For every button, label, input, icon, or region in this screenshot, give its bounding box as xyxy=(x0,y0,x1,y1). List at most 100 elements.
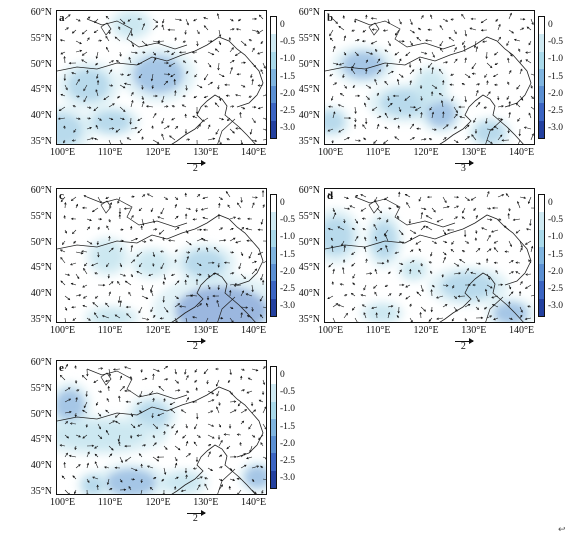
wind-arrow-head xyxy=(161,133,164,137)
wind-arrow xyxy=(361,207,367,212)
wind-arrow-head xyxy=(132,195,135,198)
wind-arrow-head xyxy=(455,113,458,117)
wind-arrow xyxy=(262,62,266,69)
wind-arrow-head xyxy=(124,459,128,462)
wind-arrow xyxy=(150,290,154,297)
wind-arrow-head xyxy=(530,86,533,89)
wind-arrow xyxy=(185,273,189,278)
wind-arrow-head xyxy=(161,479,164,482)
wind-arrow-head xyxy=(212,137,216,141)
wind-arrow xyxy=(439,40,444,47)
wind-arrow xyxy=(464,136,470,141)
wind-arrow-head xyxy=(203,16,206,20)
wind-arrow xyxy=(174,196,178,200)
wind-arrow xyxy=(409,29,415,34)
colorbar-segment xyxy=(539,264,544,282)
wind-arrow-head xyxy=(385,244,388,248)
wind-arrow xyxy=(486,62,493,68)
wind-arrow xyxy=(240,106,245,110)
wind-arrow-head xyxy=(418,269,421,273)
wind-arrow-head xyxy=(184,279,187,283)
wind-arrow xyxy=(73,128,77,133)
wind-arrow-head xyxy=(204,105,207,108)
wind-arrow-head xyxy=(444,240,448,244)
wind-arrow xyxy=(419,58,422,64)
wind-arrow-head xyxy=(233,284,237,287)
wind-arrow-head xyxy=(79,41,82,45)
wind-arrow xyxy=(251,261,257,264)
wind-arrow-head xyxy=(188,207,191,211)
wind-arrow-head xyxy=(476,89,479,93)
wind-arrow xyxy=(204,483,209,491)
wind-arrow xyxy=(425,226,433,231)
wind-arrow-head xyxy=(211,52,215,56)
wind-arrow-head xyxy=(197,194,201,197)
wind-arrow xyxy=(229,216,236,220)
wind-arrow-head xyxy=(253,409,257,412)
wind-arrow xyxy=(354,106,357,114)
wind-arrow-head xyxy=(185,70,189,74)
wind-arrow xyxy=(116,60,121,64)
wind-arrow xyxy=(158,386,165,392)
wind-arrow xyxy=(229,28,235,31)
wind-arrow-head xyxy=(375,48,378,52)
wind-arrow xyxy=(475,295,480,302)
wind-arrow xyxy=(453,272,461,275)
wind-arrow-head xyxy=(412,260,415,263)
wind-arrow-head xyxy=(99,200,102,204)
wind-arrow-head xyxy=(60,52,64,55)
wind-arrow xyxy=(469,27,477,31)
border-line xyxy=(57,36,264,108)
wind-arrow-head xyxy=(427,28,430,32)
wind-arrow xyxy=(207,284,211,290)
wind-arrow xyxy=(475,46,478,53)
wind-arrow xyxy=(152,374,154,381)
wind-arrow-head xyxy=(442,79,445,83)
colorbar-label: -0.5 xyxy=(280,36,296,47)
wind-arrow-head xyxy=(401,283,405,287)
wind-arrow xyxy=(332,82,337,86)
wind-arrow xyxy=(71,283,77,286)
wind-arrow-head xyxy=(140,225,143,228)
wind-arrow-head xyxy=(388,271,391,274)
wind-arrow-head xyxy=(87,37,90,40)
wind-arrow xyxy=(257,29,264,34)
wind-arrow-head xyxy=(208,287,211,290)
wind-arrow-head xyxy=(387,21,390,25)
wind-arrow xyxy=(64,27,69,31)
wind-arrow xyxy=(64,364,68,370)
wind-arrow-head xyxy=(83,99,86,103)
wind-arrow xyxy=(351,293,356,297)
wind-arrow xyxy=(96,73,99,79)
wind-arrow xyxy=(141,240,146,243)
wind-arrow xyxy=(192,115,198,119)
wind-arrow xyxy=(119,386,125,392)
wind-arrow-head xyxy=(498,218,502,221)
wind-arrow-head xyxy=(484,75,487,78)
wind-arrow-head xyxy=(169,402,173,406)
wind-arrow xyxy=(115,314,121,319)
wind-arrow-head xyxy=(263,366,266,369)
wind-arrow xyxy=(115,128,121,133)
wind-arrow xyxy=(514,39,521,42)
wind-arrow xyxy=(251,284,254,292)
wind-arrow-head xyxy=(82,206,85,210)
wind-arrow xyxy=(72,29,77,34)
wind-arrow-head xyxy=(469,27,473,30)
wind-arrow-head xyxy=(477,248,481,251)
wind-arrow-head xyxy=(258,437,261,440)
colorbar-segment xyxy=(539,195,544,213)
wind-arrow-head xyxy=(166,310,169,313)
wind-arrow-head xyxy=(175,126,179,129)
wind-arrow-head xyxy=(179,305,182,308)
wind-arrow-head xyxy=(491,296,494,299)
wind-arrow-head xyxy=(328,105,331,108)
wind-arrow xyxy=(405,51,411,56)
wind-arrow-head xyxy=(192,115,195,118)
wind-arrow-head xyxy=(344,294,348,297)
wind-vectors xyxy=(327,190,534,322)
wind-arrow-head xyxy=(351,227,355,231)
wind-arrow-head xyxy=(509,70,512,73)
wind-arrow-head xyxy=(252,435,256,438)
wind-arrow xyxy=(64,411,72,414)
